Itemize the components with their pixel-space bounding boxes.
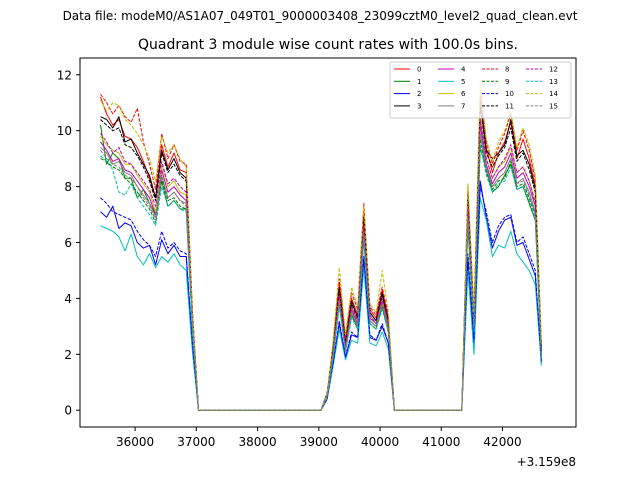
x-tick-label: 41000	[422, 435, 460, 449]
series-layer	[100, 82, 542, 411]
legend-label-7: 7	[461, 102, 465, 110]
y-tick-label: 2	[64, 348, 72, 362]
x-axis: 36000 37000 38000 39000 40000 41000 42000	[116, 427, 522, 449]
y-axis: 0 2 4 6 8 10 12	[57, 68, 80, 418]
legend-label-8: 8	[505, 66, 509, 74]
series-line-12	[100, 119, 542, 411]
y-tick-label: 12	[57, 68, 72, 82]
x-tick-label: 37000	[177, 435, 215, 449]
y-tick-label: 4	[64, 292, 72, 306]
legend-box	[389, 61, 572, 119]
x-tick-label: 39000	[300, 435, 338, 449]
legend-label-14: 14	[549, 90, 558, 98]
legend-label-10: 10	[505, 90, 514, 98]
legend-label-13: 13	[549, 78, 558, 86]
y-tick-label: 0	[64, 404, 72, 418]
x-tick-label: 40000	[361, 435, 399, 449]
x-tick-label: 42000	[483, 435, 521, 449]
legend-label-4: 4	[461, 66, 466, 74]
series-line-14	[100, 82, 542, 411]
y-tick-label: 10	[57, 124, 72, 138]
legend-label-11: 11	[505, 102, 514, 110]
x-axis-offset-label: +3.159e8	[517, 455, 576, 469]
x-tick-label: 38000	[238, 435, 276, 449]
legend-label-15: 15	[549, 102, 558, 110]
legend-label-2: 2	[417, 90, 421, 98]
chart-title: Quadrant 3 module wise count rates with …	[138, 37, 518, 53]
legend-label-0: 0	[417, 66, 421, 74]
legend-label-3: 3	[417, 102, 421, 110]
legend-label-5: 5	[461, 78, 465, 86]
series-line-15	[100, 133, 542, 411]
legend-label-12: 12	[549, 66, 558, 74]
figure-suptitle: Data file: modeM0/AS1A07_049T01_90000034…	[63, 9, 578, 23]
y-tick-label: 8	[64, 180, 72, 194]
legend-label-6: 6	[461, 90, 466, 98]
y-tick-label: 6	[64, 236, 72, 250]
legend-label-9: 9	[505, 78, 509, 86]
x-tick-label: 36000	[116, 435, 154, 449]
legend-label-1: 1	[417, 78, 421, 86]
